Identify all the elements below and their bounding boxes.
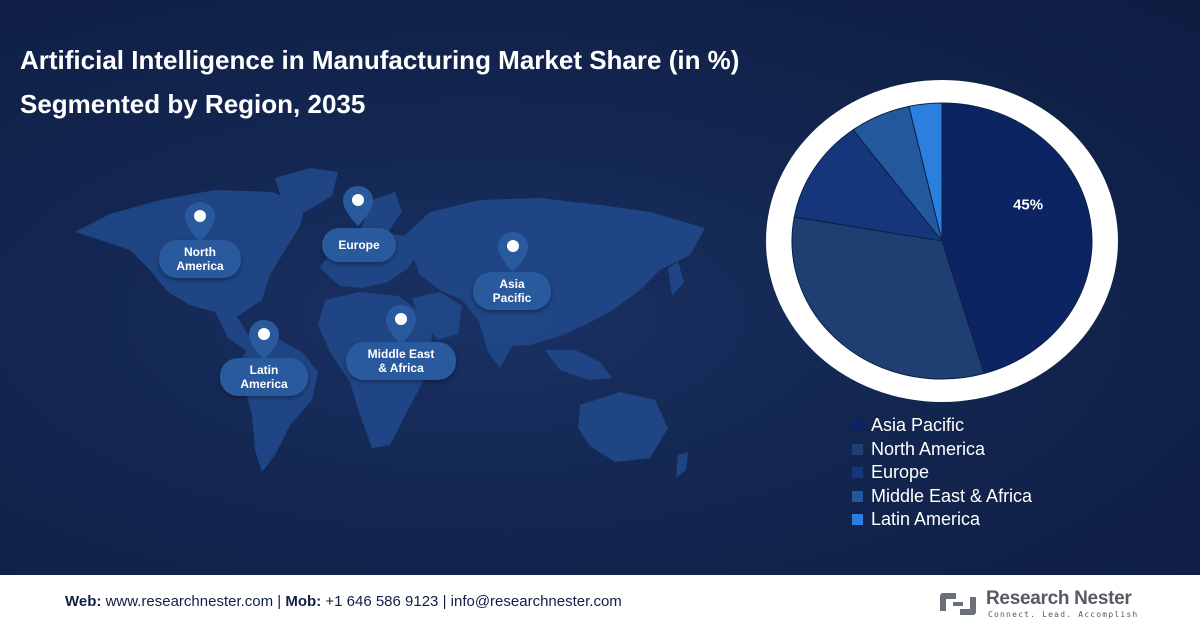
pie-slice-asia-pacific [941, 102, 1093, 375]
email-link[interactable]: info@researchnester.com [450, 593, 622, 610]
map-japan [668, 262, 684, 296]
pie-slice-latin-america [908, 102, 943, 242]
logo-tagline: Connect. Lead. Accomplish [988, 610, 1139, 619]
separator: | [438, 593, 451, 610]
legend-item: Europe [852, 461, 1032, 485]
map-greenland [275, 168, 338, 212]
location-pin-icon-north-america [185, 202, 215, 242]
legend-label: North America [871, 438, 986, 459]
legend-label: Europe [871, 462, 930, 483]
map-scandinavia [360, 192, 402, 232]
pie-slice-europe [793, 129, 944, 242]
research-nester-logo: Research Nester Connect. Lead. Accomplis… [936, 585, 1146, 623]
location-pin-icon-europe [343, 186, 373, 226]
world-map [75, 168, 705, 478]
legend-swatch [852, 443, 863, 455]
region-label-europe: Europe [322, 228, 396, 262]
legend-swatch [852, 420, 863, 432]
map-middle-east [412, 292, 462, 340]
map-central-america [215, 312, 262, 352]
map-india [478, 318, 512, 368]
region-label-asia-pacific: Asia Pacific [473, 272, 551, 310]
footer: Web: www.researchnester.com | Mob: +1 64… [0, 575, 1200, 628]
logo-icon [940, 593, 976, 615]
chart-title: Artificial Intelligence in Manufacturing… [20, 38, 920, 126]
legend-label: Middle East & Africa [871, 485, 1033, 506]
phone-number[interactable]: +1 646 586 9123 [325, 593, 439, 610]
legend-label: Asia Pacific [871, 415, 965, 436]
legend-swatch [852, 490, 863, 502]
chart-title-line-2: Segmented by Region, 2035 [20, 89, 366, 119]
legend-item: Latin America [852, 508, 1032, 532]
pie-data-label: 45% [1013, 197, 1043, 214]
web-link[interactable]: www.researchnester.com [105, 593, 274, 610]
region-label-latin-america: Latin America [220, 358, 308, 396]
location-pin-icon-middle-east-africa [386, 305, 416, 345]
pie-chart: 45% [766, 80, 1118, 402]
location-pin-icon-latin-america [249, 320, 279, 360]
legend-swatch [852, 467, 863, 479]
region-label-middle-east-africa: Middle East & Africa [346, 342, 456, 380]
map-asia [405, 198, 705, 346]
legend-item: Middle East & Africa [852, 485, 1032, 509]
contact-info: Web: www.researchnester.com | Mob: +1 64… [65, 593, 622, 610]
mob-label: Mob: [285, 593, 322, 610]
region-label-north-america: North America [159, 240, 241, 278]
pie-slice-north-america [791, 216, 985, 380]
logo-name: Research Nester [986, 588, 1132, 609]
main-panel: Artificial Intelligence in Manufacturing… [0, 0, 1200, 575]
chart-legend: Asia Pacific North America Europe Middle Ea… [852, 414, 1032, 532]
legend-swatch [852, 514, 863, 526]
map-southeast-asia [545, 350, 612, 380]
map-new-zealand [676, 452, 688, 478]
legend-label: Latin America [871, 509, 981, 530]
map-australia [578, 392, 668, 462]
web-label: Web: [65, 593, 102, 610]
separator: | [273, 593, 286, 610]
legend-item: North America [852, 438, 1032, 462]
chart-title-line-1: Artificial Intelligence in Manufacturing… [20, 45, 740, 75]
legend-item: Asia Pacific [852, 414, 1032, 438]
location-pin-icon-asia-pacific [498, 232, 528, 272]
